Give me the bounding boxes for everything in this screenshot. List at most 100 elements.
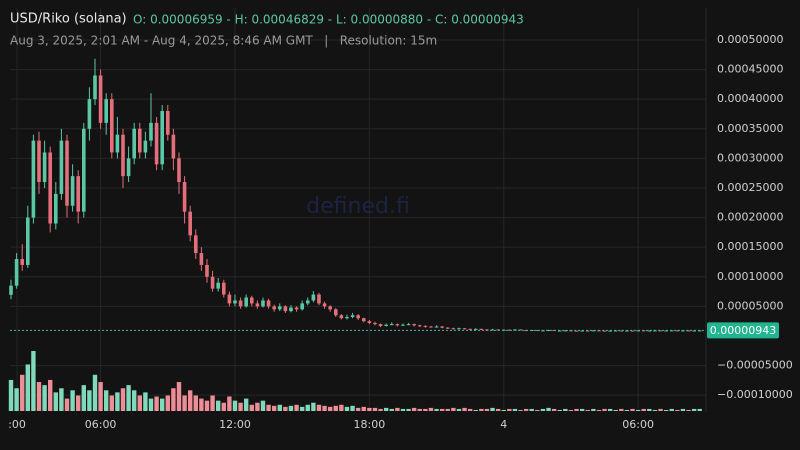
volume-bar: [456, 408, 462, 411]
candle-body: [356, 315, 360, 319]
volume-bar: [98, 382, 103, 411]
candle-body: [121, 134, 125, 177]
candle-body: [664, 330, 668, 332]
volume-bar: [635, 409, 641, 411]
volume-bar: [238, 402, 243, 411]
candle-body: [81, 128, 86, 212]
volume-bar: [210, 395, 215, 411]
volume-bar: [495, 408, 501, 411]
candle-body: [216, 282, 220, 289]
volume-bar: [137, 395, 142, 411]
candle-body: [20, 259, 25, 265]
x-tick-label: 4: [500, 418, 507, 431]
volume-bar: [591, 408, 596, 411]
candle-body: [574, 330, 579, 332]
symbol: USD/Riko (solana): [10, 12, 127, 27]
volume-bar: [243, 398, 249, 411]
volume-bar: [529, 408, 534, 411]
volume-bar: [428, 407, 434, 411]
volume-bar: [182, 395, 187, 411]
volume-bar: [367, 407, 372, 411]
volume-bar: [675, 409, 680, 411]
candle-body: [490, 329, 495, 331]
volume-bar: [120, 388, 126, 411]
candle-body: [300, 303, 304, 310]
candle-body: [311, 294, 316, 301]
volume-bar: [311, 402, 316, 411]
candle-body: [580, 330, 584, 332]
candle-body: [143, 140, 148, 153]
volume-bar: [574, 408, 579, 411]
volume-bar: [473, 409, 478, 411]
y-tick-label: −0.00010000: [717, 388, 793, 401]
y-tick-label: 0.00035000: [717, 122, 783, 135]
candle-body: [619, 330, 624, 332]
candle-body: [591, 330, 596, 332]
volume-bar: [131, 390, 137, 411]
x-tick-label: 18:00: [354, 418, 386, 431]
y-tick-label: −0.00005000: [717, 359, 793, 372]
volume-bar: [299, 406, 305, 411]
candle-body: [109, 99, 114, 153]
candle-body: [221, 282, 226, 295]
volume-bar: [159, 398, 165, 411]
volume-bar: [215, 400, 221, 411]
candle-body: [350, 315, 355, 318]
y-tick-label: 0.00025000: [717, 181, 783, 194]
candle-body: [434, 326, 439, 328]
candle-body: [294, 307, 299, 310]
candle-body: [283, 306, 288, 312]
x-tick-label: 06:00: [85, 418, 117, 431]
volume-bar: [176, 382, 182, 411]
candle-body: [277, 306, 282, 310]
candle-body: [518, 329, 523, 331]
volume-bar: [479, 408, 484, 411]
y-tick-label: 0.00015000: [717, 240, 783, 253]
candle-body: [305, 300, 310, 304]
volume-bar: [171, 388, 176, 411]
volume-bar: [378, 408, 383, 411]
volume-bar: [14, 388, 19, 411]
volume-bar: [395, 407, 400, 411]
volume-bar: [389, 408, 394, 411]
volume-bar: [361, 406, 366, 411]
volume-bar: [411, 407, 417, 411]
volume-bar: [115, 392, 120, 411]
candle-body: [104, 99, 108, 123]
candle-body: [675, 330, 680, 332]
volume-bar: [8, 379, 14, 411]
last-price-label: 0.00000943: [710, 324, 776, 337]
candle-body: [37, 140, 41, 183]
volume-bar: [596, 409, 602, 411]
candle-body: [160, 111, 164, 165]
candle-body: [165, 111, 170, 135]
candle-body: [137, 128, 142, 153]
candle-body: [692, 330, 696, 332]
candle-body: [188, 211, 192, 236]
candle-body: [647, 330, 652, 332]
volume-bar: [20, 374, 25, 411]
volume-bar: [165, 395, 170, 411]
candle-body: [98, 75, 103, 123]
candle-body: [361, 318, 366, 322]
volume-bar: [199, 398, 204, 411]
candle-body: [384, 324, 388, 326]
volume-bar: [154, 396, 159, 411]
volume-bar: [193, 395, 198, 411]
volume-bar: [439, 408, 445, 411]
candle-body: [171, 134, 176, 159]
volume-bar: [697, 408, 702, 411]
candle-body: [42, 152, 47, 183]
candle-body: [585, 330, 590, 332]
volume-bar: [148, 398, 154, 411]
candle-body: [681, 330, 685, 332]
x-tick-label: 12:00: [219, 418, 251, 431]
candle-body: [205, 264, 209, 277]
candle-body: [210, 276, 215, 289]
candle-body: [48, 152, 53, 224]
candle-body: [272, 306, 276, 310]
candle-body: [507, 329, 512, 331]
candle-body: [401, 324, 405, 326]
y-tick-label: 0.00010000: [717, 270, 783, 283]
candle-body: [65, 140, 69, 206]
